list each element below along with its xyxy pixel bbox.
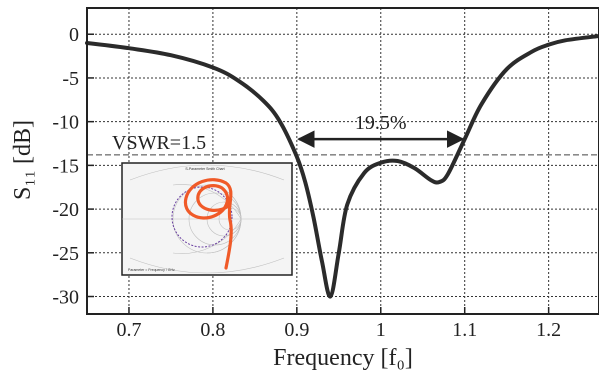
- y-tick-label: -10: [52, 112, 79, 134]
- y-tick-label: -15: [52, 155, 79, 177]
- y-tick-label: 0: [69, 24, 79, 46]
- y-tick-label: -5: [62, 68, 79, 90]
- x-tick-label: 0.8: [200, 319, 225, 341]
- vswr-label: VSWR=1.5: [112, 132, 206, 154]
- y-tick-label: -25: [52, 243, 79, 265]
- bandwidth-label: 19.5%: [355, 112, 407, 134]
- x-tick-label: 1.2: [536, 319, 561, 341]
- x-tick-label: 0.9: [284, 319, 309, 341]
- inset-footer: Parameter = Frequency / GHz: [128, 268, 175, 272]
- x-tick-label: 1: [376, 319, 386, 341]
- y-tick-label: -30: [52, 287, 79, 309]
- y-tick-label: -20: [52, 199, 79, 221]
- inset-vswr-circle: [171, 186, 233, 248]
- y-ticks: 0 -5 -10 -15 -20 -25 -30: [52, 24, 94, 309]
- x-axis-label: Frequency [f₀]: [273, 345, 413, 371]
- s11-series-line: [85, 34, 599, 299]
- smith-chart-inset: S-Parameter Smith Chart Parameter = Freq…: [121, 162, 293, 276]
- x-tick-label: 0.7: [116, 319, 141, 341]
- plot-frame: [86, 7, 599, 315]
- x-tick-label: 1.1: [452, 319, 477, 341]
- y-axis-label: S₁₁ [dB]: [10, 120, 36, 200]
- inset-impedance-curve: [183, 178, 233, 270]
- x-ticks: 0.7 0.8 0.9 1 1.1 1.2: [116, 307, 561, 341]
- inset-title: S-Parameter Smith Chart: [185, 167, 224, 171]
